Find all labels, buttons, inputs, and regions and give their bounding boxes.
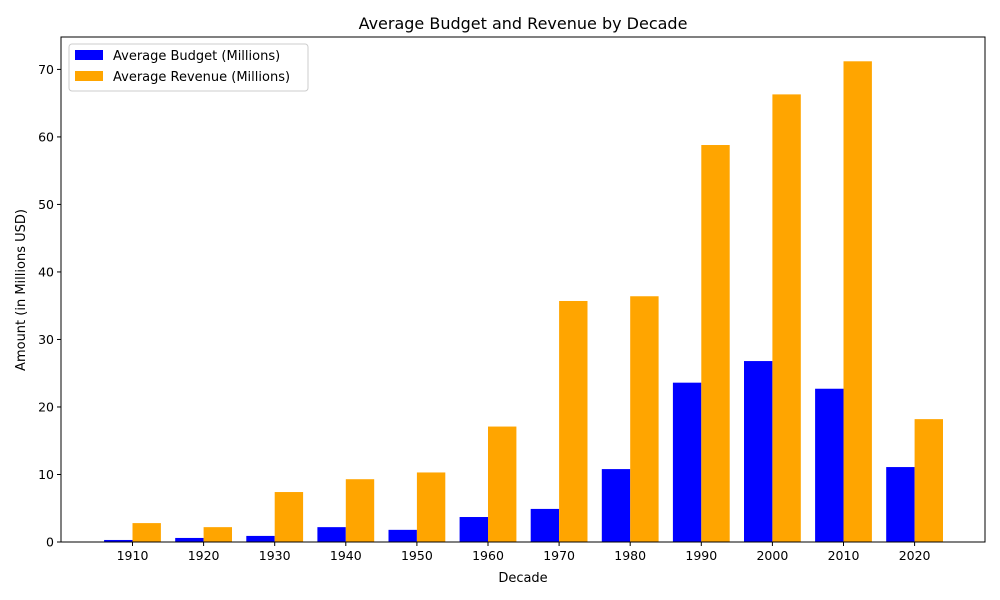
revenue-bar-1910	[132, 523, 161, 542]
revenue-bar-1930	[274, 492, 304, 542]
revenue-bar-1960	[488, 426, 517, 542]
x-tick-label: 1990	[685, 548, 717, 563]
x-axis-label: Decade	[498, 571, 547, 586]
legend: Average Budget (Millions) Average Revenue…	[68, 43, 309, 92]
y-tick-label: 20	[38, 399, 54, 414]
x-tick-label: 1930	[259, 548, 291, 563]
revenue-bar-2000	[772, 94, 801, 542]
budget-bar-1950	[388, 529, 417, 542]
y-tick-label: 30	[38, 332, 54, 347]
legend-label-revenue: Average Revenue (Millions)	[113, 70, 290, 85]
x-tick-label: 1960	[472, 548, 504, 563]
x-tick-label: 2020	[899, 548, 931, 563]
y-tick-label: 40	[38, 264, 54, 279]
budget-bar-2020	[886, 467, 915, 542]
x-tick-label: 1920	[188, 548, 220, 563]
bars-group	[104, 61, 943, 543]
legend-label-budget: Average Budget (Millions)	[113, 49, 280, 64]
y-tick-label: 70	[38, 62, 54, 77]
budget-bar-1970	[530, 508, 560, 542]
revenue-bar-1980	[630, 296, 659, 542]
revenue-bar-1950	[416, 472, 446, 542]
revenue-bar-1920	[203, 527, 232, 542]
y-tick-label: 0	[46, 535, 54, 550]
legend-swatch-budget	[75, 50, 103, 60]
revenue-bar-1940	[345, 479, 375, 542]
revenue-bar-1990	[701, 145, 730, 542]
y-tick-label: 50	[38, 197, 54, 212]
x-tick-label: 1970	[543, 548, 575, 563]
x-tick-label: 1980	[614, 548, 646, 563]
budget-bar-1980	[601, 469, 631, 542]
legend-box	[68, 43, 309, 92]
legend-swatch-revenue	[75, 71, 103, 81]
budget-bar-1930	[246, 535, 275, 542]
revenue-bar-2010	[843, 61, 872, 543]
budget-bar-2000	[744, 361, 773, 542]
revenue-bar-2020	[914, 419, 943, 542]
budget-bar-1960	[459, 517, 488, 542]
x-tick-label: 1950	[401, 548, 433, 563]
budget-bar-1910	[104, 539, 133, 542]
x-tick-label: 1910	[117, 548, 149, 563]
x-tick-label: 2000	[756, 548, 788, 563]
revenue-bar-1970	[559, 300, 588, 542]
x-axis: 1910 1920 1930 1940 1950 1960 1970 1980 1990 2000…	[117, 542, 931, 563]
y-axis-label: Amount (in Millions USD)	[14, 209, 29, 371]
y-tick-label: 60	[38, 129, 54, 144]
y-axis: 0 10 20 30 40 50 60 70	[38, 62, 61, 550]
y-tick-label: 10	[38, 467, 54, 482]
x-tick-label: 2010	[828, 548, 860, 563]
budget-bar-2010	[815, 388, 844, 542]
chart-title: Average Budget and Revenue by Decade	[359, 14, 688, 33]
x-tick-label: 1940	[330, 548, 362, 563]
budget-bar-1920	[175, 537, 204, 542]
plot-frame	[60, 36, 986, 543]
budget-bar-1940	[317, 527, 346, 542]
budget-bar-1990	[672, 382, 702, 542]
